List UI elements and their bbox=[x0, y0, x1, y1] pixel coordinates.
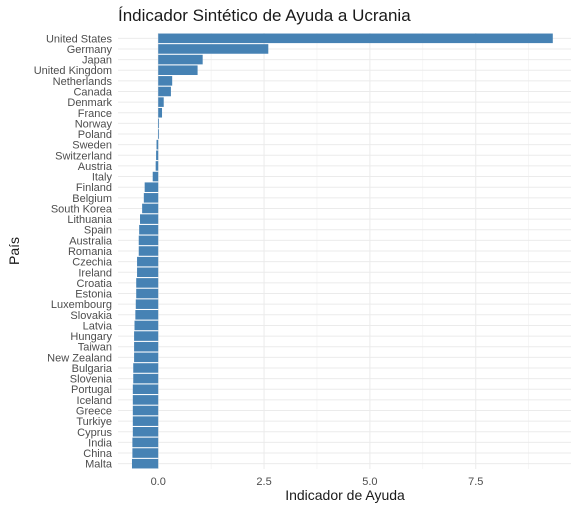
y-tick-label: India bbox=[88, 437, 113, 449]
y-tick-label: Cyprus bbox=[77, 427, 112, 439]
bar-netherlands bbox=[158, 76, 173, 86]
bars bbox=[131, 33, 553, 469]
bar-switzerland bbox=[156, 150, 159, 161]
bar-united-kingdom bbox=[158, 65, 198, 76]
bar-greece bbox=[132, 405, 159, 416]
bar-malta bbox=[131, 458, 159, 469]
y-tick-label: Germany bbox=[67, 44, 113, 56]
x-tick-label: 5.0 bbox=[362, 476, 377, 488]
y-tick-label: Spain bbox=[84, 225, 112, 237]
y-tick-label: Canada bbox=[73, 86, 112, 98]
bar-south-korea bbox=[142, 203, 159, 214]
y-tick-label: Taiwan bbox=[78, 342, 112, 354]
bar-portugal bbox=[132, 384, 159, 395]
y-tick-label: Italy bbox=[92, 172, 113, 184]
y-tick-label: Denmark bbox=[67, 97, 112, 109]
y-tick-label: Japan bbox=[82, 55, 112, 67]
y-tick-label: Luxembourg bbox=[51, 299, 112, 311]
bar-hungary bbox=[134, 331, 159, 341]
bar-croatia bbox=[136, 278, 159, 288]
y-tick-label: Croatia bbox=[77, 278, 113, 290]
bar-romania bbox=[138, 246, 159, 256]
bar-poland bbox=[158, 129, 160, 139]
y-tick-label: New Zealand bbox=[47, 352, 112, 364]
bar-italy bbox=[152, 171, 159, 182]
y-tick-label: Netherlands bbox=[53, 76, 113, 88]
y-tick-label: United Kingdom bbox=[34, 65, 112, 77]
y-tick-label: Lithuania bbox=[67, 214, 113, 226]
y-axis-title: País bbox=[6, 237, 22, 265]
y-tick-label: Iceland bbox=[77, 395, 112, 407]
y-tick-label: Latvia bbox=[83, 320, 113, 332]
x-axis-title: Indicador de Ayuda bbox=[285, 487, 405, 503]
y-tick-label: Hungary bbox=[70, 331, 112, 343]
bar-germany bbox=[158, 44, 269, 54]
grid bbox=[118, 33, 571, 469]
y-tick-label: Austria bbox=[78, 161, 113, 173]
bar-norway bbox=[158, 118, 160, 129]
y-tick-label: Malta bbox=[85, 459, 113, 471]
bar-estonia bbox=[136, 288, 159, 299]
bar-turkiye bbox=[132, 416, 159, 426]
bar-finland bbox=[144, 182, 159, 192]
y-tick-label: United States bbox=[46, 33, 113, 45]
x-tick-label: 0.0 bbox=[151, 476, 166, 488]
y-tick-label: Finland bbox=[76, 182, 112, 194]
bar-spain bbox=[139, 224, 159, 235]
y-tick-label: China bbox=[83, 448, 113, 460]
bar-slovenia bbox=[133, 373, 159, 384]
bar-luxembourg bbox=[135, 299, 159, 309]
chart-title: Índicador Sintético de Ayuda a Ucrania bbox=[118, 6, 411, 25]
y-tick-label: Australia bbox=[69, 235, 113, 247]
y-tick-label: Greece bbox=[76, 406, 112, 418]
x-tick-label: 7.5 bbox=[468, 476, 483, 488]
y-tick-label: Estonia bbox=[75, 289, 113, 301]
x-tick-label: 2.5 bbox=[256, 476, 271, 488]
y-tick-label: Slovenia bbox=[70, 374, 113, 386]
y-tick-label: Norway bbox=[75, 118, 113, 130]
bar-australia bbox=[138, 235, 159, 246]
y-tick-label: Sweden bbox=[72, 140, 112, 152]
bar-united-states bbox=[158, 33, 553, 44]
y-tick-label: Czechia bbox=[72, 257, 113, 269]
bar-china bbox=[132, 448, 159, 458]
bar-slovakia bbox=[135, 310, 159, 320]
bar-japan bbox=[158, 54, 203, 65]
bar-latvia bbox=[134, 320, 159, 331]
y-tick-label: Belgium bbox=[72, 193, 112, 205]
bar-india bbox=[132, 437, 159, 448]
x-tick-labels: 0.0 2.5 5.0 7.5 bbox=[151, 476, 484, 488]
bar-denmark bbox=[158, 97, 164, 107]
bar-ireland bbox=[137, 267, 159, 278]
bar-cyprus bbox=[132, 426, 159, 437]
bar-bulgaria bbox=[133, 363, 159, 373]
y-tick-label: Poland bbox=[78, 129, 112, 141]
y-tick-label: Slovakia bbox=[70, 310, 112, 322]
y-tick-label: Turkiye bbox=[76, 416, 112, 428]
bar-new-zealand bbox=[134, 352, 159, 363]
bar-france bbox=[158, 107, 163, 118]
y-tick-label: Bulgaria bbox=[72, 363, 113, 375]
y-tick-label: France bbox=[78, 108, 112, 120]
y-tick-label: Ireland bbox=[78, 267, 112, 279]
y-tick-label: Romania bbox=[68, 246, 113, 258]
bar-austria bbox=[155, 161, 159, 171]
y-tick-label: South Korea bbox=[51, 203, 113, 215]
bar-belgium bbox=[143, 193, 159, 203]
bar-sweden bbox=[156, 139, 159, 150]
bar-czechia bbox=[137, 256, 159, 267]
bar-taiwan bbox=[134, 341, 159, 352]
y-tick-label: Switzerland bbox=[55, 150, 112, 162]
bar-canada bbox=[158, 86, 171, 97]
bar-iceland bbox=[132, 395, 159, 405]
bar-lithuania bbox=[140, 214, 159, 224]
y-tick-label: Portugal bbox=[71, 384, 112, 396]
